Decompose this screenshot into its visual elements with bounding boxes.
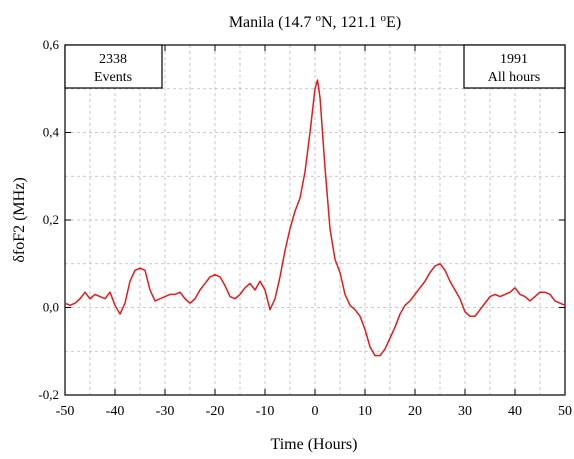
x-axis-label: Time (Hours) — [271, 436, 358, 453]
x-tick-label: 0 — [312, 404, 319, 419]
year-annotation-box — [463, 44, 566, 89]
hours-label: All hours — [488, 70, 541, 85]
x-tick-label: -40 — [106, 404, 125, 419]
y-axis-label: δfoF2 (MHz) — [11, 177, 28, 262]
y-tick-label: 0,0 — [43, 300, 59, 315]
y-tick-label: 0,6 — [43, 37, 60, 52]
events-annotation-box — [64, 44, 163, 89]
x-tick-labels: -50 -40 -30 -20 -10 0 10 20 30 40 50 — [56, 404, 572, 419]
x-tick-label: -20 — [206, 404, 225, 419]
x-tick-label: 10 — [358, 404, 372, 419]
y-tick-label: -0,2 — [38, 387, 59, 402]
series-lines — [64, 79, 566, 357]
x-tick-label: 50 — [558, 404, 572, 419]
y-tick-labels: -0,2 0,0 0,2 0,4 0,6 — [38, 37, 59, 402]
chart-title: Manila (14.7 oN, 121.1 oE) — [229, 12, 401, 31]
grid — [65, 45, 565, 395]
x-tick-label: 30 — [458, 404, 472, 419]
y-tick-label: 0,2 — [43, 212, 59, 227]
x-tick-label: -10 — [256, 404, 275, 419]
events-count: 2338 — [99, 52, 127, 67]
x-tick-label: 40 — [508, 404, 522, 419]
x-tick-label: 20 — [408, 404, 422, 419]
y-tick-label: 0,4 — [43, 125, 60, 140]
year-value: 1991 — [500, 52, 528, 67]
series-line — [64, 79, 566, 357]
events-label: Events — [94, 70, 132, 85]
x-tick-label: -30 — [156, 404, 175, 419]
x-tick-label: -50 — [56, 404, 75, 419]
